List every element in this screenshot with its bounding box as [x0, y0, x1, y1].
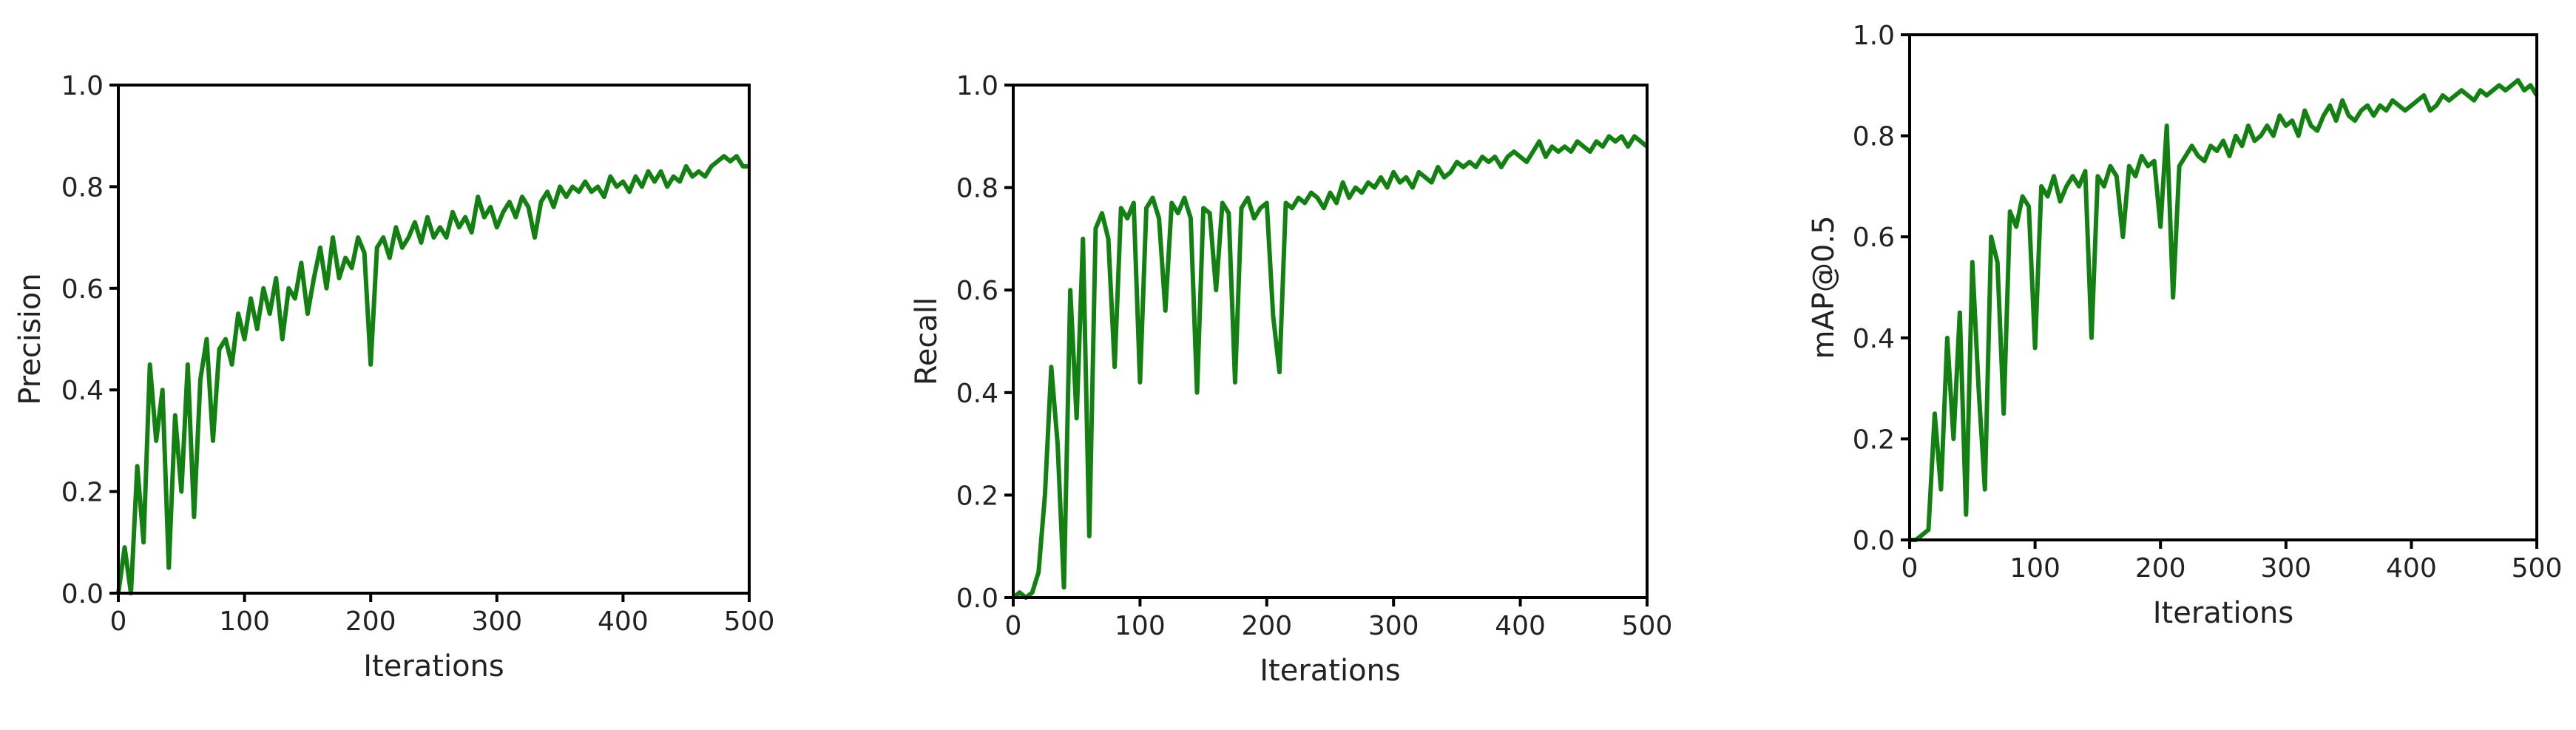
x-axis-label: Iterations — [1260, 654, 1401, 688]
y-tick-label: 0.6 — [956, 276, 998, 306]
y-tick-label: 0.2 — [1853, 425, 1895, 455]
x-tick-label: 0 — [1901, 553, 1919, 584]
y-tick-label: 0.8 — [956, 174, 998, 204]
x-tick-label: 200 — [345, 606, 396, 637]
x-tick-label: 400 — [598, 606, 649, 637]
plot-frame — [1908, 33, 2538, 541]
x-tick-label: 200 — [1241, 611, 1292, 641]
y-tick-label: 0.2 — [61, 478, 104, 508]
x-tick-label: 300 — [1368, 611, 1419, 641]
y-tick-label: 0.6 — [61, 274, 104, 305]
y-tick-label: 1.0 — [1853, 21, 1895, 51]
y-tick-label: 0.0 — [956, 584, 998, 614]
y-tick-label: 1.0 — [61, 71, 104, 101]
plot-frame — [1012, 84, 1649, 599]
y-axis-label: Recall — [910, 297, 944, 385]
data-line — [1012, 134, 1649, 600]
data-line — [1910, 78, 2539, 542]
y-tick-label: 0.4 — [1853, 324, 1895, 354]
plot-frame — [117, 84, 751, 595]
y-tick-label: 0.6 — [1853, 223, 1895, 253]
x-axis-label: Iterations — [363, 649, 504, 683]
y-tick-label: 0.2 — [956, 481, 998, 511]
y-axis-label: Precision — [13, 273, 47, 405]
x-tick-label: 300 — [2260, 553, 2311, 584]
x-tick-label: 500 — [1622, 611, 1673, 641]
subplot: 0.0 0.2 0.4 0.6 0.8 1.0 0 100 200 300 400 500 Iterat… — [13, 71, 774, 683]
y-tick-label: 0.8 — [1853, 122, 1895, 152]
y-tick-label: 1.0 — [956, 71, 998, 101]
x-tick-label: 500 — [2512, 553, 2563, 584]
x-tick-label: 100 — [2009, 553, 2061, 584]
x-tick-label: 400 — [1495, 611, 1546, 641]
data-line — [116, 154, 749, 595]
y-axis-label: mAP@0.5 — [1807, 215, 1841, 359]
x-tick-label: 0 — [110, 606, 127, 637]
x-tick-label: 500 — [724, 606, 775, 637]
x-tick-label: 100 — [219, 606, 270, 637]
y-tick-label: 0.0 — [61, 579, 104, 609]
x-tick-label: 100 — [1115, 611, 1166, 641]
y-tick-label: 0.4 — [956, 379, 998, 409]
x-axis-label: Iterations — [2153, 596, 2294, 630]
y-tick-label: 0.0 — [1853, 526, 1895, 556]
y-tick-label: 0.4 — [61, 376, 104, 406]
subplot: 0.0 0.2 0.4 0.6 0.8 1.0 0 100 200 300 400 500 Iterat… — [1807, 21, 2562, 630]
x-tick-label: 400 — [2386, 553, 2437, 584]
y-tick-label: 0.8 — [61, 172, 104, 203]
subplot: 0.0 0.2 0.4 0.6 0.8 1.0 0 100 200 300 400 500 Iterat… — [910, 71, 1672, 688]
x-tick-label: 300 — [471, 606, 522, 637]
x-tick-label: 200 — [2135, 553, 2186, 584]
x-tick-label: 0 — [1005, 611, 1022, 641]
